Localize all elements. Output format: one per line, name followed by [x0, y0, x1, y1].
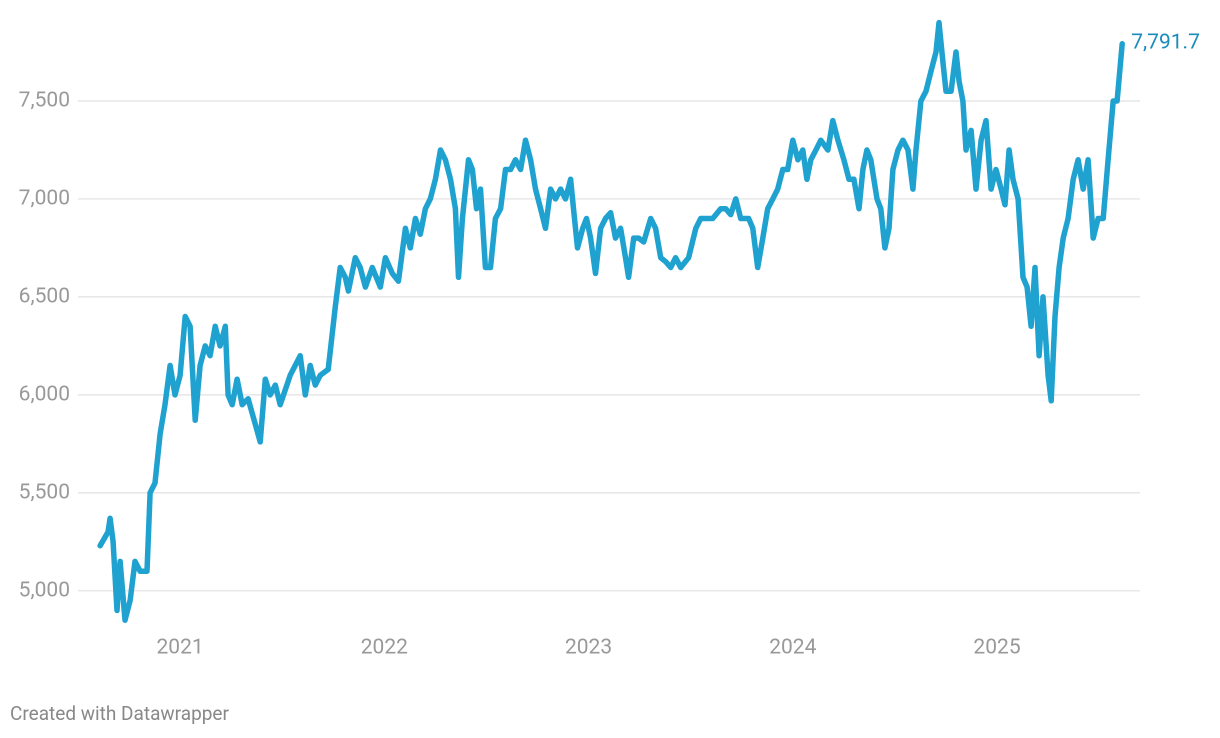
- x-tick-label: 2023: [565, 636, 612, 660]
- y-tick-label: 6,000: [19, 382, 70, 406]
- y-tick-label: 5,500: [19, 480, 70, 504]
- y-tick-label: 5,000: [19, 578, 70, 602]
- y-tick-label: 7,500: [19, 89, 70, 113]
- x-tick-label: 2021: [157, 636, 204, 660]
- y-tick-label: 6,500: [19, 284, 70, 308]
- credit: Created with Datawrapper: [10, 702, 229, 725]
- x-tick-label: 2025: [973, 636, 1020, 660]
- x-tick-label: 2022: [361, 636, 408, 660]
- price-line: [97, 19, 1125, 623]
- x-tick-label: 2024: [769, 636, 816, 660]
- y-tick-label: 7,000: [19, 186, 70, 210]
- end-label: 7,791.7: [1131, 30, 1200, 54]
